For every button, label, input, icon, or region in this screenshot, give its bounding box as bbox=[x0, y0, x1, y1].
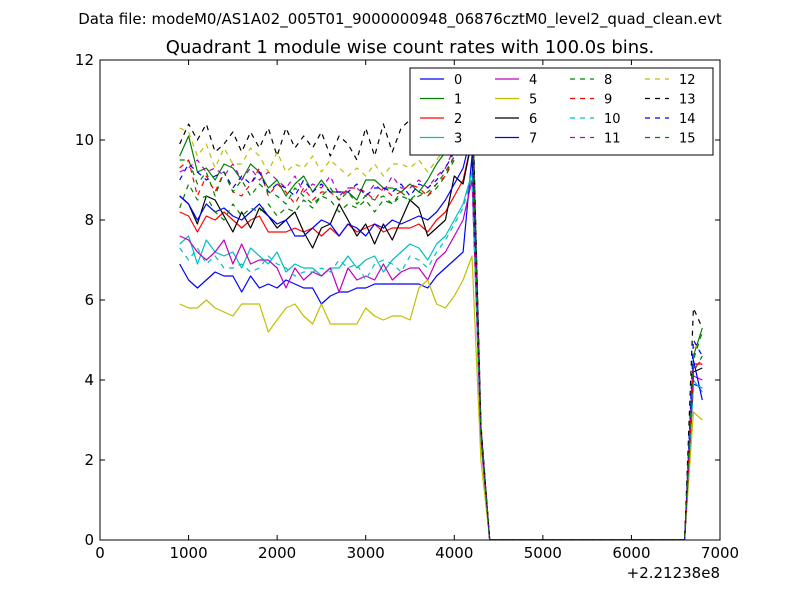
x-tick-label: 1000 bbox=[169, 544, 207, 562]
x-tick-label: 4000 bbox=[435, 544, 473, 562]
legend-label-8: 8 bbox=[604, 73, 612, 88]
y-tick-label: 0 bbox=[84, 531, 94, 549]
series-line-7 bbox=[179, 131, 703, 540]
series-line-12 bbox=[179, 87, 703, 540]
legend-label-3: 3 bbox=[454, 132, 462, 147]
legend-label-11: 11 bbox=[604, 132, 621, 147]
legend-label-12: 12 bbox=[679, 73, 696, 88]
x-tick-label: 3000 bbox=[347, 544, 385, 562]
legend-label-0: 0 bbox=[454, 73, 462, 88]
series-layer bbox=[179, 79, 703, 540]
series-line-3 bbox=[179, 171, 703, 540]
legend-label-10: 10 bbox=[604, 112, 621, 127]
x-tick-label: 7000 bbox=[701, 544, 739, 562]
series-line-1 bbox=[179, 79, 703, 540]
legend-label-15: 15 bbox=[679, 132, 696, 147]
series-line-10 bbox=[179, 175, 703, 540]
series-line-11 bbox=[179, 99, 703, 540]
y-tick-label: 2 bbox=[84, 451, 94, 469]
legend-label-4: 4 bbox=[529, 73, 537, 88]
legend-label-1: 1 bbox=[454, 93, 462, 108]
legend-label-5: 5 bbox=[529, 93, 537, 108]
y-tick-label: 4 bbox=[84, 371, 94, 389]
x-tick-label: 0 bbox=[95, 544, 105, 562]
legend-label-9: 9 bbox=[604, 93, 612, 108]
series-line-15 bbox=[179, 111, 703, 540]
legend-label-14: 14 bbox=[679, 112, 696, 127]
x-tick-label: 6000 bbox=[612, 544, 650, 562]
legend-label-6: 6 bbox=[529, 112, 537, 127]
y-tick-label: 10 bbox=[75, 131, 94, 149]
x-tick-label: 5000 bbox=[524, 544, 562, 562]
series-line-0 bbox=[179, 155, 703, 540]
x-tick-label: 2000 bbox=[258, 544, 296, 562]
plot-frame bbox=[99, 59, 721, 541]
y-tick-label: 8 bbox=[84, 211, 94, 229]
x-offset-label: +2.21238e8 bbox=[627, 564, 720, 582]
legend-frame bbox=[409, 67, 714, 156]
series-line-14 bbox=[179, 103, 703, 540]
series-line-2 bbox=[179, 139, 703, 540]
legend-label-7: 7 bbox=[529, 132, 537, 147]
legend-label-13: 13 bbox=[679, 93, 696, 108]
y-tick-label: 12 bbox=[75, 51, 94, 69]
series-line-4 bbox=[179, 179, 703, 540]
series-line-5 bbox=[179, 255, 703, 540]
y-tick-label: 6 bbox=[84, 291, 94, 309]
chart-suptitle: Data file: modeM0/AS1A02_005T01_90000009… bbox=[78, 10, 722, 29]
series-line-13 bbox=[179, 83, 703, 540]
chart-title: Quadrant 1 module wise count rates with … bbox=[166, 37, 655, 58]
legend-label-2: 2 bbox=[454, 112, 462, 127]
